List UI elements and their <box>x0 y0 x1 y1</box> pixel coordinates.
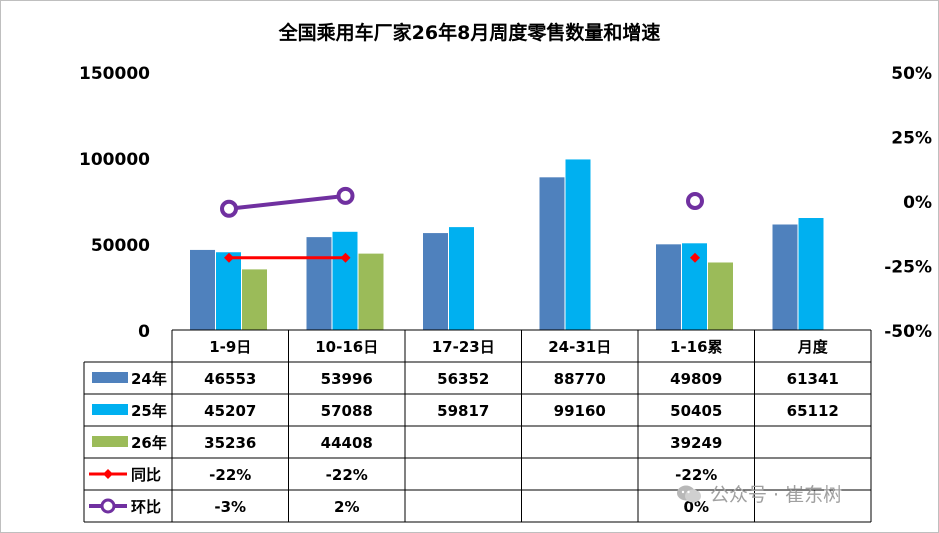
bar <box>242 269 267 330</box>
data-point <box>340 252 351 263</box>
y-tick-label-right: 25% <box>891 129 932 149</box>
x-tick-label: 24-31日 <box>548 338 611 356</box>
bar <box>358 253 384 330</box>
wechat-icon <box>676 484 702 504</box>
data-label: 49809 <box>670 370 722 388</box>
data-label: 65112 <box>787 402 839 420</box>
y-tick-label-right: 0% <box>903 193 932 213</box>
y-tick-label-right: -25% <box>884 258 932 278</box>
data-label: 88770 <box>554 370 606 388</box>
data-label: 2% <box>334 498 359 516</box>
bar <box>216 252 241 330</box>
data-label: 61341 <box>787 370 839 388</box>
series-line <box>228 193 346 211</box>
data-label: 39249 <box>670 434 722 452</box>
legend-label: 26年 <box>131 434 167 452</box>
legend-key <box>92 372 128 383</box>
data-label: 59817 <box>437 402 489 420</box>
data-label: -22% <box>209 466 251 484</box>
data-label: 45207 <box>204 402 256 420</box>
data-label: -22% <box>326 466 368 484</box>
y-tick-label-left: 50000 <box>91 236 150 256</box>
bar <box>306 237 332 330</box>
legend-key <box>100 498 116 514</box>
bar <box>656 244 681 330</box>
bar <box>190 249 215 330</box>
y-tick-label-right: -50% <box>884 322 932 342</box>
data-label: 35236 <box>204 434 256 452</box>
data-point <box>224 252 234 263</box>
data-label: 53996 <box>321 370 373 388</box>
data-label: -3% <box>214 498 246 516</box>
legend-label: 环比 <box>131 498 161 516</box>
bar <box>449 227 474 330</box>
legend-label: 同比 <box>131 466 161 484</box>
bar <box>798 218 824 330</box>
legend-key <box>92 404 128 415</box>
data-point <box>220 199 238 218</box>
watermark-text: 公众号 · 崔东树 <box>710 484 843 506</box>
y-tick-label-left: 0 <box>138 322 150 342</box>
y-tick-label-left: 100000 <box>79 150 150 170</box>
bar <box>332 231 358 330</box>
data-label: 57088 <box>321 402 373 420</box>
x-tick-label: 17-23日 <box>432 338 495 356</box>
y-tick-label-right: 50% <box>891 64 932 84</box>
legend-label: 24年 <box>131 370 167 388</box>
legend-key <box>92 436 128 447</box>
data-point <box>686 192 704 210</box>
x-tick-label: 10-16日 <box>315 338 378 356</box>
chart-title: 全国乘用车厂家26年8月周度零售数量和增速 <box>278 22 661 44</box>
y-tick-label-left: 150000 <box>79 64 150 84</box>
bar <box>539 177 565 330</box>
x-tick-label: 1-9日 <box>209 338 251 356</box>
data-point <box>336 186 355 205</box>
data-label: 50405 <box>670 402 722 420</box>
bar <box>423 233 448 330</box>
data-label: -22% <box>675 466 717 484</box>
legend-label: 25年 <box>131 402 167 420</box>
data-label: 0% <box>684 498 709 516</box>
legend-key <box>103 469 113 479</box>
watermark: 公众号 · 崔东树 <box>676 480 842 507</box>
data-point <box>690 252 700 263</box>
data-label: 99160 <box>554 402 606 420</box>
bar <box>565 159 591 330</box>
x-tick-label: 月度 <box>797 338 829 356</box>
bar <box>708 262 733 330</box>
data-label: 56352 <box>437 370 489 388</box>
data-label: 44408 <box>321 434 373 452</box>
bar <box>772 224 798 330</box>
x-tick-label: 1-16累 <box>670 338 723 356</box>
data-label: 46553 <box>204 370 256 388</box>
